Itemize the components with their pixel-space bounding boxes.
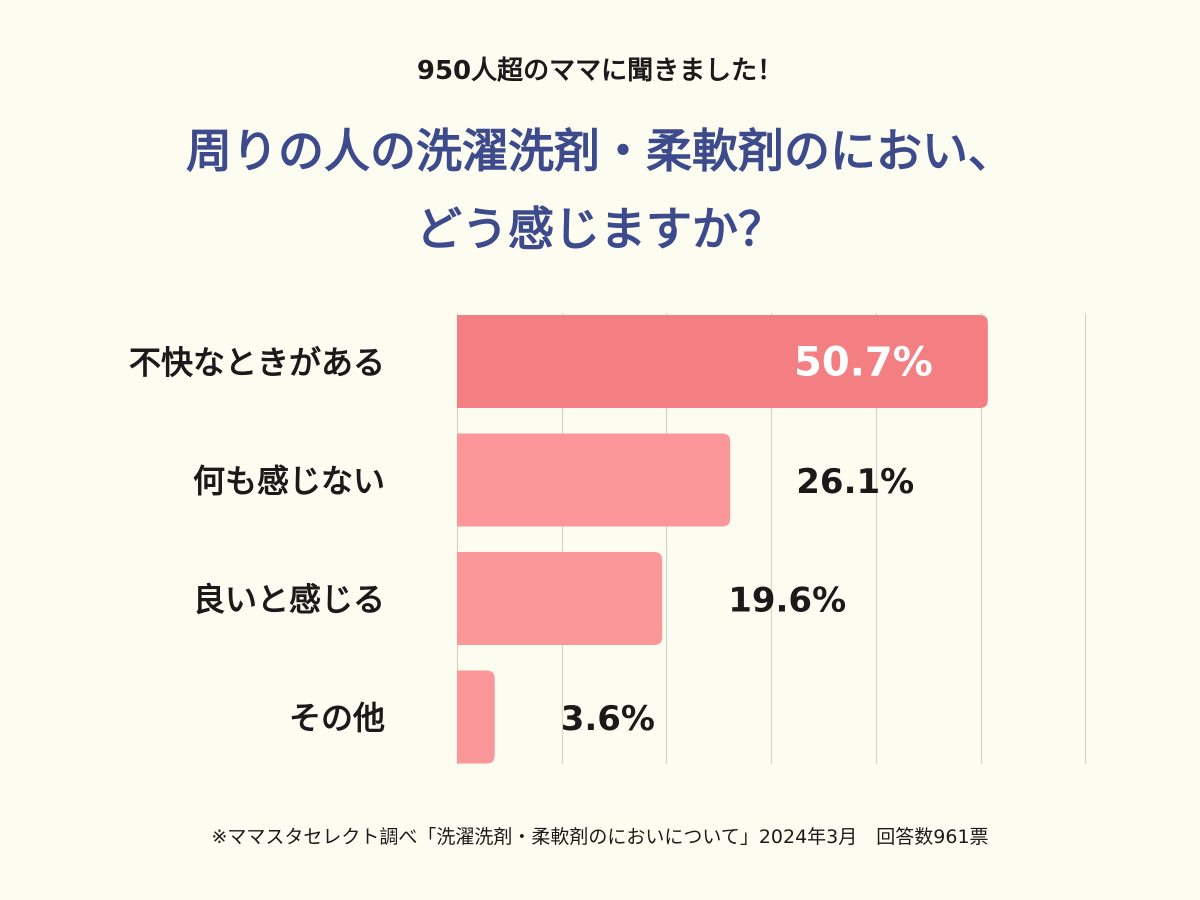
source-footnote: ※ママスタセレクト調べ「洗濯洗剤・柔軟剤のにおいについて」2024年3月 回答数… [211, 826, 989, 848]
chart-bars [457, 315, 988, 764]
chart-title-line-2: どう感じますか？ [416, 202, 784, 256]
bar-3 [457, 552, 663, 645]
category-label: その他 [289, 699, 385, 737]
category-label: 良いと感じる [193, 581, 385, 619]
bar-4 [457, 670, 495, 764]
value-label: 26.1% [796, 462, 914, 502]
chart-subtitle: 950人超のママに聞きました！ [416, 56, 784, 86]
chart-labels: 不快なときがある 50.7% 何も感じない 26.1% 良いと感じる 19.6% その他 3.… [129, 340, 933, 740]
category-label: 不快なときがある [129, 344, 385, 382]
value-label: 3.6% [561, 699, 655, 739]
category-label: 何も感じない [193, 462, 385, 500]
bar-1 [457, 315, 988, 408]
value-label: 50.7% [794, 340, 933, 386]
chart-title: 周りの人の洗濯洗剤・柔軟剤のにおい、 どう感じますか？ [0, 112, 1200, 268]
value-label: 19.6% [728, 581, 846, 621]
bar-2 [457, 433, 731, 527]
chart-title-line-1: 周りの人の洗濯洗剤・柔軟剤のにおい、 [186, 124, 1014, 178]
